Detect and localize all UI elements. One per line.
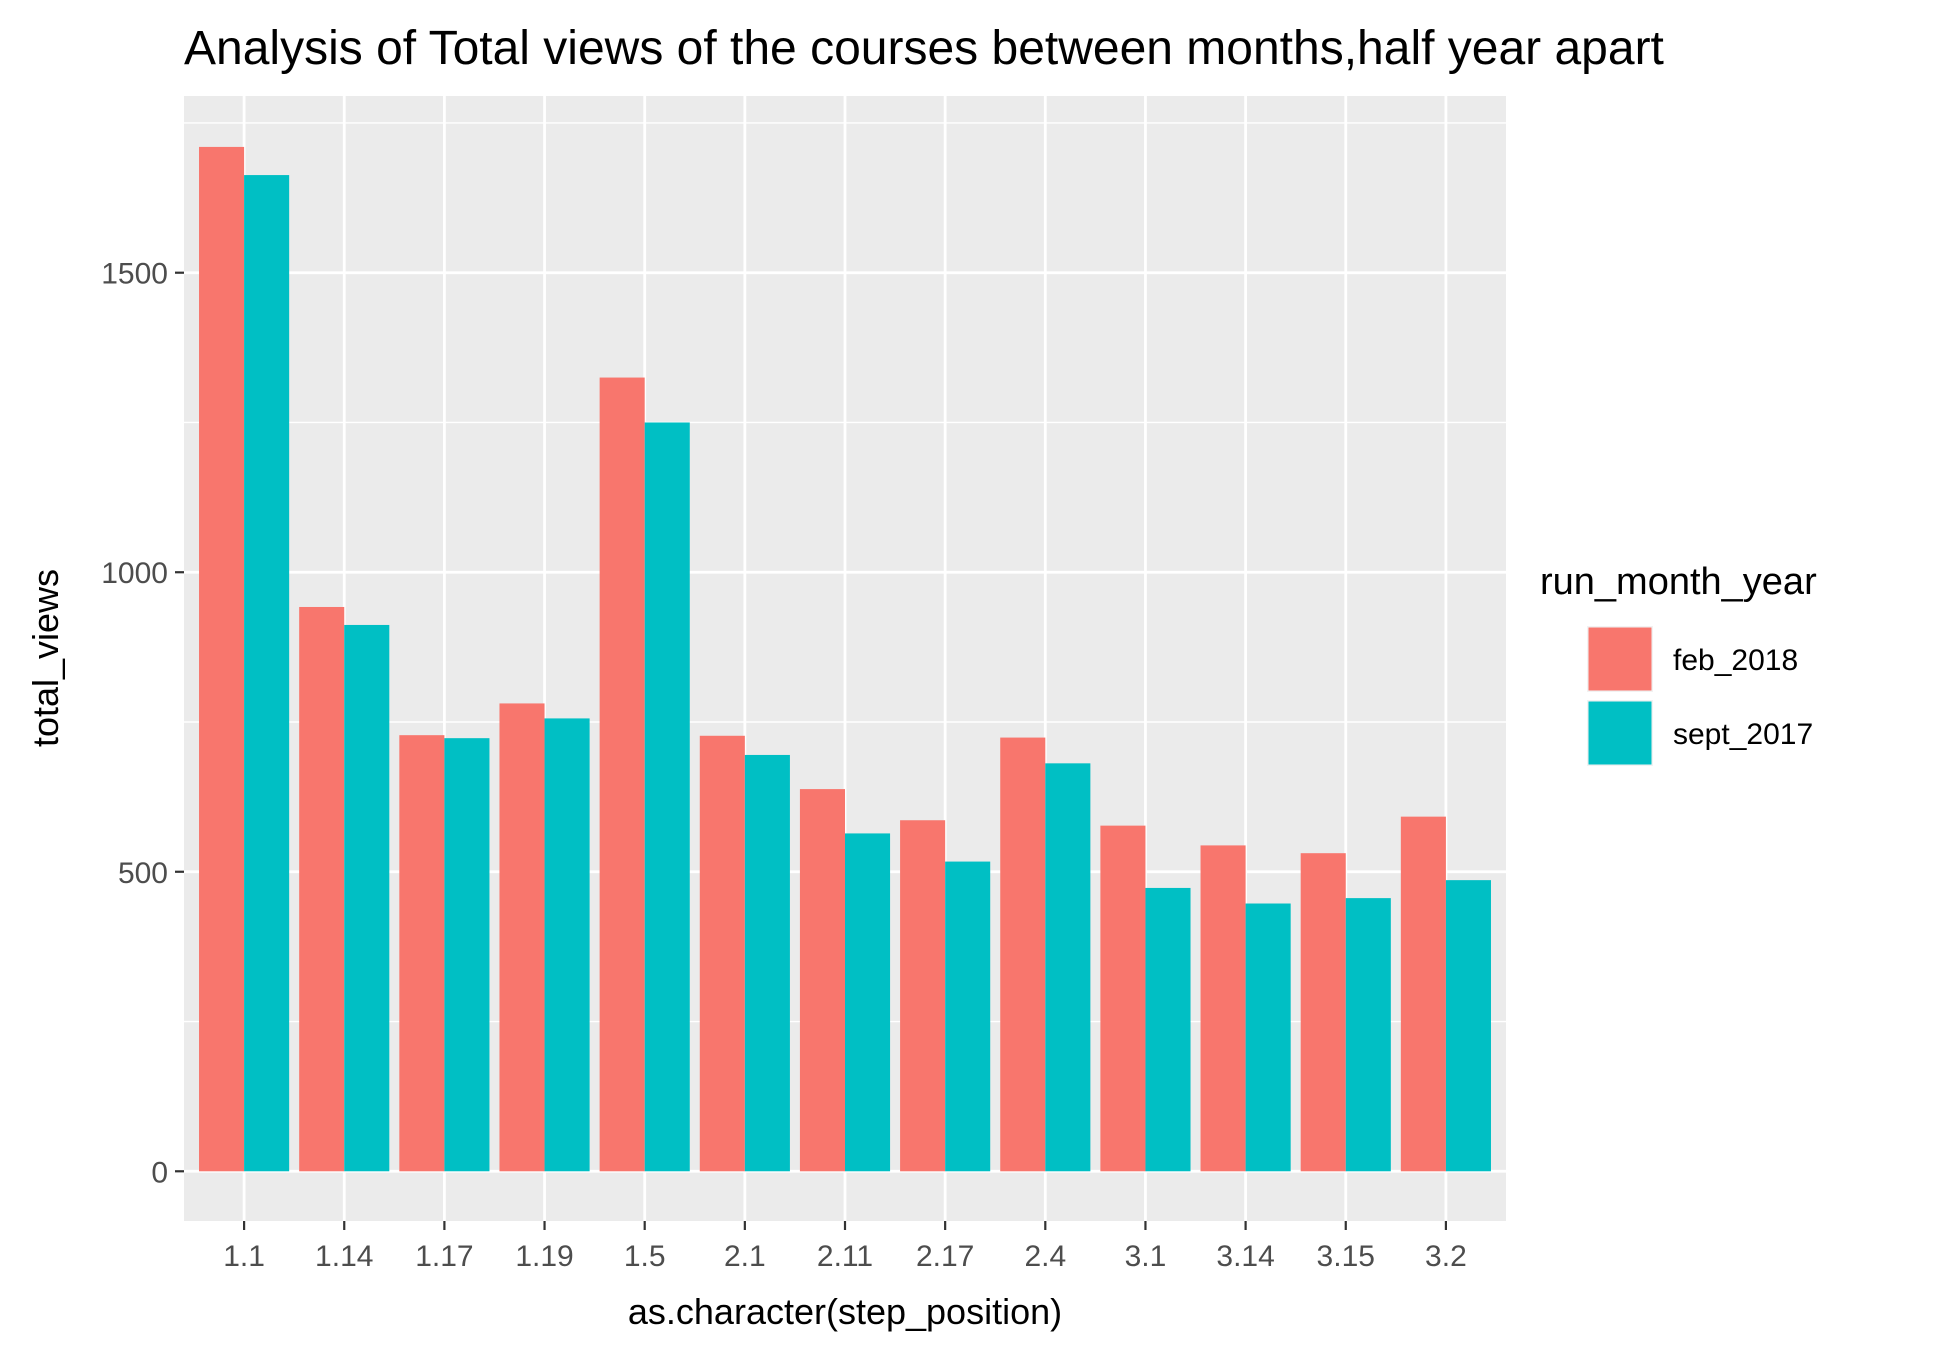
x-tick-label: 2.4 [1024, 1240, 1066, 1273]
y-tick-label: 1000 [101, 557, 168, 590]
x-tick-label: 2.11 [817, 1240, 873, 1273]
chart-title: Analysis of Total views of the courses b… [184, 22, 1664, 75]
bar-sept_2017-1.5 [644, 422, 690, 1172]
legend: run_month_year feb_2018 sept_2017 [1540, 561, 1817, 766]
bar-sept_2017-2.17 [945, 861, 991, 1172]
bar-sept_2017-2.1 [744, 754, 790, 1172]
bar-sept_2017-2.11 [845, 833, 891, 1172]
legend-key-feb_2018 [1588, 627, 1652, 691]
x-tick-label: 3.14 [1216, 1240, 1274, 1273]
x-axis-title: as.character(step_position) [628, 1291, 1062, 1332]
bars [199, 146, 1491, 1172]
bar-feb_2018-1.1 [199, 146, 245, 1172]
bar-feb_2018-2.4 [1000, 737, 1046, 1172]
bar-sept_2017-3.2 [1445, 880, 1491, 1172]
bar-feb_2018-1.17 [399, 735, 445, 1172]
x-tick-label: 2.1 [724, 1240, 766, 1273]
x-tick-label: 1.17 [415, 1240, 473, 1273]
bar-feb_2018-2.17 [900, 820, 946, 1172]
y-tick-label: 0 [151, 1156, 168, 1189]
x-tick-label: 1.19 [515, 1240, 573, 1273]
legend-label-feb_2018: feb_2018 [1673, 644, 1798, 677]
bar-feb_2018-1.14 [299, 606, 345, 1172]
y-axis: 0 500 1000 1500 [101, 258, 184, 1189]
bar-sept_2017-3.14 [1245, 903, 1291, 1172]
legend-key-sept_2017 [1588, 701, 1652, 765]
x-tick-label: 1.1 [223, 1240, 265, 1273]
bar-feb_2018-1.5 [599, 377, 645, 1172]
bar-sept_2017-3.1 [1145, 887, 1191, 1172]
x-tick-label: 3.2 [1425, 1240, 1467, 1273]
x-tick-label: 2.17 [916, 1240, 974, 1273]
bar-feb_2018-1.19 [499, 703, 545, 1172]
bar-feb_2018-3.2 [1400, 816, 1446, 1172]
bar-sept_2017-3.15 [1345, 898, 1391, 1172]
bar-feb_2018-3.15 [1300, 853, 1346, 1172]
bar-feb_2018-3.14 [1200, 845, 1246, 1172]
y-tick-label: 500 [118, 857, 168, 890]
bar-sept_2017-1.14 [344, 624, 390, 1172]
y-tick-label: 1500 [101, 258, 168, 291]
bar-sept_2017-2.4 [1045, 763, 1091, 1172]
x-tick-label: 3.15 [1317, 1240, 1375, 1273]
x-axis: 1.1 1.14 1.17 1.19 1.5 2.1 2.11 2.17 2.4 3.1 3.14 3… [223, 1221, 1467, 1273]
bar-feb_2018-3.1 [1100, 825, 1146, 1172]
legend-title: run_month_year [1540, 561, 1817, 603]
bar-sept_2017-1.19 [544, 718, 590, 1172]
x-tick-label: 1.5 [624, 1240, 666, 1273]
bar-sept_2017-1.1 [244, 175, 290, 1172]
bar-feb_2018-2.1 [699, 735, 745, 1172]
x-tick-label: 3.1 [1125, 1240, 1167, 1273]
x-tick-label: 1.14 [315, 1240, 373, 1273]
bar-feb_2018-2.11 [799, 789, 845, 1172]
y-axis-title: total_views [25, 569, 66, 747]
legend-label-sept_2017: sept_2017 [1673, 718, 1813, 751]
bar-sept_2017-1.17 [444, 738, 490, 1172]
